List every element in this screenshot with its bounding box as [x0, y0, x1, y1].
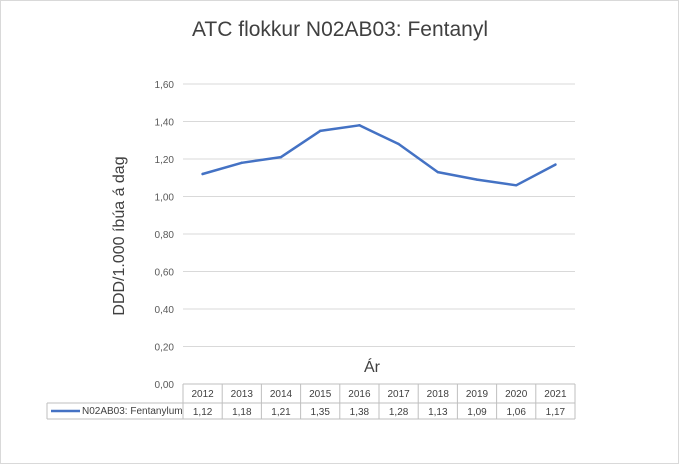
data-label: 1,28: [389, 407, 409, 418]
x-tick-label: 2017: [387, 389, 410, 400]
chart-title: ATC flokkur N02AB03: Fentanyl: [192, 18, 488, 41]
data-point: [279, 155, 283, 159]
y-tick-label: 1,20: [155, 155, 175, 166]
y-tick-labels: 0,00 0,20 0,40 0,60 0,80 1,00 1,20 1,40 1,60: [155, 80, 175, 391]
x-tick-label: 2021: [544, 389, 567, 400]
x-tick-label: 2019: [466, 389, 489, 400]
data-label: 1,18: [232, 407, 252, 418]
data-label: 1,35: [310, 407, 330, 418]
data-point: [436, 170, 439, 174]
data-label: 1,17: [546, 407, 566, 418]
data-label: 1,06: [506, 407, 526, 418]
x-tick-label: 2012: [191, 389, 214, 400]
data-table: 2012 2013 2014 2015 2016 2017 2018 2019 2020 2021…: [46, 383, 576, 420]
x-axis-label: Ár: [364, 357, 381, 376]
x-tick-label: 2014: [270, 389, 293, 400]
y-tick-label: 0,20: [155, 343, 175, 354]
legend-label: N02AB03: Fentanylum: [82, 406, 183, 417]
data-point: [319, 129, 322, 133]
data-label: 1,09: [467, 407, 487, 418]
data-point: [515, 184, 518, 187]
y-tick-label: 0,60: [155, 268, 175, 279]
y-tick-label: 0,40: [155, 305, 175, 316]
x-tick-label: 2016: [348, 389, 371, 400]
data-point: [240, 161, 243, 164]
x-tick-label: 2015: [309, 389, 332, 400]
data-point: [201, 172, 204, 176]
y-axis-label: DDD/1.000 íbúa á dag: [111, 156, 128, 315]
series-line: [201, 124, 557, 187]
data-label: 1,12: [193, 407, 213, 418]
y-tick-label: 0,80: [155, 230, 175, 241]
series-layer: [201, 124, 557, 187]
data-label: 1,38: [350, 407, 370, 418]
data-label: 1,13: [428, 407, 448, 418]
data-label: 1,21: [271, 407, 291, 418]
data-point: [475, 178, 479, 181]
y-tick-label: 1,60: [155, 80, 175, 91]
x-tick-label: 2020: [505, 389, 528, 400]
y-tick-label: 0,00: [155, 380, 175, 391]
x-tick-label: 2018: [427, 389, 450, 400]
x-tick-label: 2013: [231, 389, 254, 400]
gridlines: [183, 83, 575, 347]
y-tick-label: 1,40: [155, 118, 175, 129]
data-point: [358, 124, 361, 127]
y-tick-label: 1,00: [155, 193, 175, 204]
data-point: [554, 163, 557, 166]
data-point: [397, 142, 400, 146]
